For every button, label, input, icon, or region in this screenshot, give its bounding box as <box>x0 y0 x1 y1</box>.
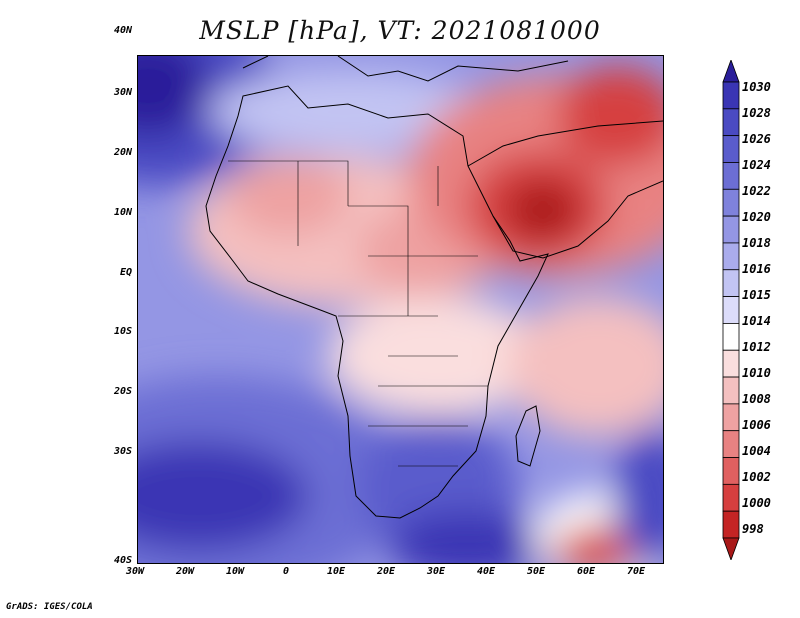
azores-high-core <box>138 56 208 136</box>
border-lines <box>228 160 488 467</box>
colorbar-level: 1004 <box>742 444 771 458</box>
colorbar-level: 1010 <box>742 366 771 380</box>
sahara-low-core <box>228 156 348 236</box>
south-atlantic-high-core <box>138 441 308 551</box>
indian-ocean-low <box>508 296 663 436</box>
colorbar-level: 1016 <box>742 262 771 276</box>
colorbar-band <box>722 215 740 244</box>
colorbar-level: 1020 <box>742 210 771 224</box>
madagascar-coastline <box>515 405 541 467</box>
colorbar-band <box>722 510 740 539</box>
iran-low <box>558 66 663 166</box>
grads-credit: GrADS: IGES/COLA <box>6 602 93 612</box>
colorbar-top-arrow <box>722 60 740 83</box>
lon-label: 30W <box>125 566 145 577</box>
colorbar-band <box>722 376 740 405</box>
colorbar-level: 1000 <box>742 496 771 510</box>
lat-label: 30N <box>113 87 132 98</box>
lon-label: 20W <box>175 566 195 577</box>
lat-label: 10N <box>113 207 132 218</box>
coastlines <box>205 56 663 519</box>
country-borders <box>228 160 488 467</box>
mediterranean-zone <box>208 71 488 151</box>
colorbar-band <box>722 269 740 297</box>
colorbar-level: 1022 <box>742 184 771 198</box>
colorbar-level: 1002 <box>742 470 771 484</box>
colorbar-level: 998 <box>742 522 764 536</box>
colorbar-band <box>722 162 740 190</box>
pressure-field <box>138 56 663 563</box>
lon-label: 10E <box>326 566 346 577</box>
colorbar-level: 1008 <box>742 392 771 406</box>
colorbar-level: 1006 <box>742 418 771 432</box>
colorbar-band <box>722 457 740 485</box>
lon-label: 10W <box>225 566 245 577</box>
map-panel <box>137 55 664 564</box>
lat-label: EQ <box>119 267 132 278</box>
colorbar-band <box>722 483 740 512</box>
colorbar-level: 1026 <box>742 132 771 146</box>
colorbar-level: 1028 <box>742 106 771 120</box>
arabia-coastline <box>467 120 663 259</box>
colorbar-level: 1018 <box>742 236 771 250</box>
colorbar-level: 1024 <box>742 158 771 172</box>
lon-label: 60E <box>576 566 596 577</box>
lat-label: 40S <box>113 555 132 566</box>
colorbar-bottom-arrow <box>722 537 740 560</box>
colorbar <box>722 60 740 560</box>
mascarene-high <box>613 426 663 563</box>
arabian-low-core <box>508 181 578 241</box>
colorbar-band <box>722 323 740 351</box>
europe-coastline <box>242 56 569 82</box>
colorbar-band <box>722 108 740 137</box>
lat-label: 40N <box>113 25 132 36</box>
colorbar-level: 1012 <box>742 340 771 354</box>
lon-label: 30E <box>426 566 446 577</box>
south-indian-high <box>388 511 548 563</box>
colorbar-band <box>722 81 740 110</box>
colorbar-level: 1015 <box>742 288 771 302</box>
colorbar-band <box>722 296 740 324</box>
colorbar-band <box>722 430 740 458</box>
lon-label: 50E <box>526 566 546 577</box>
colorbar-level: 1014 <box>742 314 771 328</box>
map-title: MSLP [hPa], VT: 2021081000 <box>199 16 601 45</box>
colorbar-band <box>722 242 740 271</box>
lon-label: 20E <box>376 566 396 577</box>
colorbar-band <box>722 403 740 432</box>
colorbar-band <box>722 349 740 378</box>
lat-label: 20N <box>113 147 132 158</box>
lon-label: 40E <box>476 566 496 577</box>
lat-label: 10S <box>113 326 132 337</box>
lat-label: 30S <box>113 446 132 457</box>
colorbar-band <box>722 135 740 163</box>
africa-coastline <box>205 85 549 519</box>
lon-label: 70E <box>626 566 646 577</box>
colorbar-band <box>722 188 740 217</box>
lat-label: 20S <box>113 386 132 397</box>
colorbar-level: 1030 <box>742 80 771 94</box>
lon-label: 0 <box>282 566 290 577</box>
